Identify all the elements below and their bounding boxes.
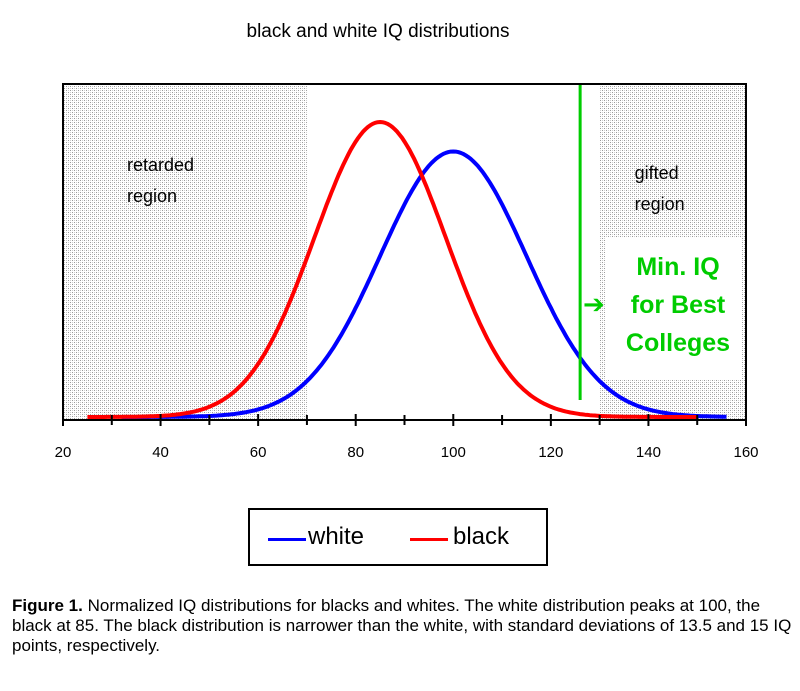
legend-swatch-white bbox=[268, 538, 306, 541]
threshold-label-backdrop bbox=[606, 238, 742, 380]
legend-swatch-black bbox=[410, 538, 448, 541]
x-tick-label: 40 bbox=[152, 444, 169, 461]
threshold-label-line1: Min. IQ bbox=[636, 253, 719, 281]
green-arrow-icon: ➔ bbox=[583, 290, 605, 320]
threshold-label-line3: Colleges bbox=[626, 329, 730, 357]
x-tick-label: 160 bbox=[733, 444, 758, 461]
legend-label-black: black bbox=[453, 523, 510, 550]
caption-label: Figure 1. bbox=[12, 596, 83, 615]
caption-text: Normalized IQ distributions for blacks a… bbox=[12, 596, 792, 655]
x-tick-label: 60 bbox=[250, 444, 267, 461]
x-tick-label: 120 bbox=[538, 444, 563, 461]
x-tick-label: 80 bbox=[347, 444, 364, 461]
x-tick-label: 100 bbox=[441, 444, 466, 461]
gifted-region-label-line2: region bbox=[635, 194, 685, 214]
iq-distribution-chart: black and white IQ distributions retarde… bbox=[55, 21, 759, 461]
threshold-label-line2: for Best bbox=[631, 291, 726, 319]
retarded-region bbox=[63, 84, 307, 420]
x-tick-label: 20 bbox=[55, 444, 72, 461]
series-line-black bbox=[87, 120, 698, 419]
series-line-white bbox=[121, 149, 727, 419]
gifted-region-label-line1: gifted bbox=[635, 163, 679, 183]
legend: white black bbox=[248, 508, 548, 566]
retarded-region-label-line1: retarded bbox=[127, 155, 194, 175]
x-tick-label: 140 bbox=[636, 444, 661, 461]
legend-label-white: white bbox=[308, 523, 365, 550]
figure-caption: Figure 1. Normalized IQ distributions fo… bbox=[12, 596, 792, 656]
chart-title: black and white IQ distributions bbox=[247, 21, 510, 42]
retarded-region-label-line2: region bbox=[127, 186, 177, 206]
